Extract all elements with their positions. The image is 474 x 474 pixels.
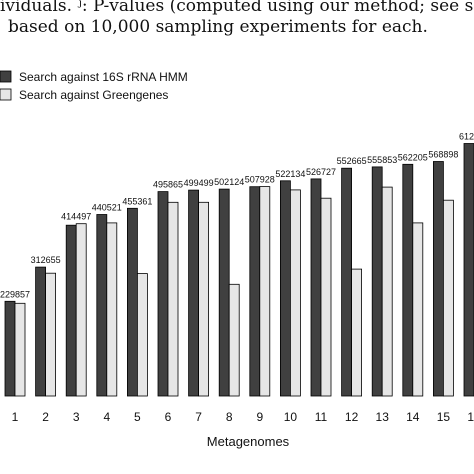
value-label-metagenome-15: 568898 bbox=[428, 150, 458, 160]
value-label-metagenome-9: 507928 bbox=[245, 175, 275, 185]
value-label-metagenome-16: 612660 bbox=[459, 132, 474, 142]
value-label-metagenome-7: 499499 bbox=[184, 178, 214, 188]
value-label-metagenome-13: 555853 bbox=[367, 155, 397, 165]
value-label-metagenome-11: 526727 bbox=[306, 167, 336, 177]
bar-series-1-metagenome-15 bbox=[432, 161, 444, 397]
bar-series-2-metagenome-14 bbox=[412, 222, 424, 397]
value-label-metagenome-14: 562205 bbox=[398, 152, 428, 162]
bar-series-2-metagenome-2 bbox=[45, 272, 56, 397]
value-label-metagenome-6: 495865 bbox=[153, 180, 183, 190]
bar-series-1-metagenome-7 bbox=[188, 189, 200, 397]
x-tick-label-13: 13 bbox=[376, 410, 390, 424]
bar-series-2-metagenome-4 bbox=[106, 222, 118, 397]
legend-swatch-series-2 bbox=[0, 88, 12, 101]
x-tick-label-3: 3 bbox=[73, 410, 80, 424]
bar-series-2-metagenome-15 bbox=[442, 199, 454, 397]
x-tick-labels-group: 12345678910111213141516 bbox=[12, 410, 474, 424]
value-label-metagenome-4: 440521 bbox=[92, 203, 122, 213]
bar-series-1-metagenome-5 bbox=[127, 207, 138, 397]
value-label-metagenome-10: 522134 bbox=[275, 169, 305, 179]
bar-series-2-metagenome-6 bbox=[167, 201, 179, 397]
bar-series-2-metagenome-5 bbox=[136, 273, 148, 397]
chart-legend: Search against 16S rRNA HMM Search again… bbox=[0, 70, 188, 102]
bar-series-1-metagenome-12 bbox=[341, 167, 353, 397]
x-tick-label-14: 14 bbox=[406, 410, 420, 424]
bar-series-2-metagenome-9 bbox=[259, 186, 271, 397]
x-tick-label-6: 6 bbox=[165, 410, 172, 424]
bar-series-2-metagenome-7 bbox=[198, 201, 210, 397]
bar-series-2-metagenome-12 bbox=[351, 268, 363, 397]
bar-series-1-metagenome-9 bbox=[249, 186, 261, 397]
x-tick-label-10: 10 bbox=[284, 410, 298, 424]
x-tick-label-4: 4 bbox=[103, 410, 110, 424]
bar-series-1-metagenome-10 bbox=[279, 180, 291, 397]
bar-series-2-metagenome-10 bbox=[289, 189, 301, 397]
figure-caption: ividuals. ʲ: P-values (computed using ou… bbox=[0, 0, 474, 38]
x-tick-label-2: 2 bbox=[42, 410, 49, 424]
value-label-metagenome-5: 455361 bbox=[122, 196, 152, 206]
legend-swatch-series-1 bbox=[0, 70, 12, 83]
x-axis-label: Metagenomes bbox=[207, 434, 290, 449]
bar-series-1-metagenome-4 bbox=[96, 214, 108, 397]
value-label-metagenome-12: 552665 bbox=[337, 156, 367, 166]
value-label-metagenome-8: 502124 bbox=[214, 177, 244, 187]
bar-series-2-metagenome-3 bbox=[75, 223, 87, 397]
bar-series-1-metagenome-14 bbox=[402, 163, 414, 397]
bar-series-2-metagenome-8 bbox=[228, 283, 240, 397]
value-label-metagenome-2: 312655 bbox=[31, 255, 61, 265]
value-label-metagenome-3: 414497 bbox=[61, 212, 91, 222]
x-tick-label-1: 1 bbox=[12, 410, 19, 424]
bar-series-1-metagenome-6 bbox=[157, 191, 169, 397]
bar-series-2-metagenome-13 bbox=[381, 186, 393, 397]
x-tick-label-11: 11 bbox=[315, 410, 328, 424]
caption-line-2: based on 10,000 sampling experiments for… bbox=[8, 17, 428, 37]
x-tick-label-15: 15 bbox=[437, 410, 451, 424]
x-tick-label-8: 8 bbox=[226, 410, 233, 424]
bar-series-1-metagenome-11 bbox=[310, 178, 322, 397]
x-tick-label-16: 16 bbox=[467, 410, 474, 424]
legend-label-series-1: Search against 16S rRNA HMM bbox=[19, 70, 188, 84]
x-tick-label-7: 7 bbox=[195, 410, 202, 424]
bar-series-1-metagenome-2 bbox=[35, 266, 46, 397]
x-tick-label-9: 9 bbox=[256, 410, 263, 424]
bar-series-1-metagenome-13 bbox=[371, 166, 383, 397]
bar-series-1-metagenome-16 bbox=[463, 143, 474, 397]
x-tick-label-12: 12 bbox=[345, 410, 359, 424]
legend-label-series-2: Search against Greengenes bbox=[19, 88, 168, 102]
bars-group bbox=[4, 143, 474, 397]
bar-series-1-metagenome-8 bbox=[218, 188, 230, 397]
bar-series-2-metagenome-11 bbox=[320, 197, 332, 397]
bar-series-2-metagenome-1 bbox=[14, 302, 26, 397]
bar-series-1-metagenome-1 bbox=[4, 300, 16, 397]
bar-series-1-metagenome-3 bbox=[65, 224, 77, 397]
value-label-metagenome-1: 229857 bbox=[0, 289, 30, 299]
caption-line-1: ividuals. ʲ: P-values (computed using ou… bbox=[0, 0, 474, 16]
x-tick-label-5: 5 bbox=[134, 410, 141, 424]
